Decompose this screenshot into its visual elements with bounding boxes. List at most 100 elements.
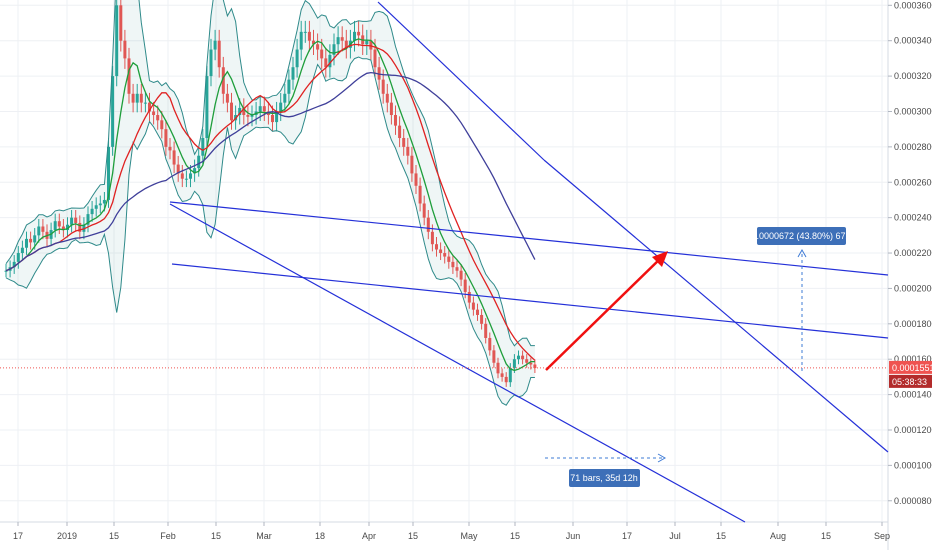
candle-body [98,203,102,206]
time-tick-label: 18 [315,531,325,541]
candle-body [16,253,20,262]
candle-body [213,40,217,50]
time-tick-label: 15 [821,531,831,541]
countdown-label: 05:38:33 [892,377,927,387]
candle-body [230,102,233,121]
candle-body [271,115,274,123]
time-tick-label: Feb [160,531,176,541]
candle-body [242,107,246,116]
candle-body [148,102,151,112]
candle-body [336,37,340,45]
trendline-upper-descending-extension [543,159,889,453]
candle-body [156,115,160,121]
candle-body [463,279,467,292]
candle-body [529,362,533,365]
candle-body [135,93,139,103]
candle-body [435,244,438,250]
candle-body [447,256,451,262]
candle-body [353,31,356,41]
candle-body [184,178,188,180]
candle-body [488,337,492,351]
candle-body [398,125,402,139]
candle-body [33,235,37,243]
time-tick-label: 15 [510,531,520,541]
candle-body [180,173,184,179]
current-price-label: 0.0001551 [892,363,932,373]
candle-body [533,364,537,369]
trendline-upper-channel [169,201,889,276]
ma-green-line [5,38,535,372]
candle-body [217,40,221,68]
bollinger-band-fill [6,0,535,406]
candle-body [4,270,8,272]
time-tick-label: 15 [408,531,418,541]
time-tick-label: Sep [874,531,890,541]
price-range-arrowhead [797,248,807,258]
candle-body [316,44,320,50]
candle-body [61,226,65,231]
time-axis: 17 2019 15 Feb 15 Mar 18 Apr 15 May 15 Jun 17 Jul 15 Au… [13,522,890,541]
candle-body [291,67,295,80]
candle-body [139,93,143,103]
candle-body [389,102,393,116]
candle-body [53,221,57,231]
candle-body [275,111,279,123]
price-range-badge [757,227,846,245]
time-tick-label: 15 [716,531,726,541]
candle-body [279,102,283,112]
candle-body [357,31,361,36]
candle-body [422,203,426,218]
candle-body [176,164,180,174]
candle-body [238,107,242,116]
candle-body [20,247,24,254]
candle-body [37,226,41,236]
candle-body [320,49,324,59]
candle-body [394,115,397,126]
ma-navy-line [5,71,536,272]
candle-body [471,302,475,310]
candle-body [517,355,520,360]
candle-body [111,76,115,147]
candle-body [410,155,414,174]
candle-body [90,208,94,215]
candle-body [328,54,332,68]
candle-body [283,93,287,103]
time-tick-label: Mar [256,531,272,541]
candle-body [86,214,90,225]
date-range-arrowhead [657,453,667,463]
trendline-lower-descending [169,203,746,523]
time-tick-label: 15 [211,531,221,541]
candles [4,0,537,387]
price-tick-label: 0.0000800 [894,496,932,506]
candle-body [521,355,525,360]
candle-body [152,111,156,116]
candle-body [295,49,299,68]
candle-body [484,323,488,338]
countdown-badge [889,374,932,388]
time-tick-label: 17 [13,531,23,541]
time-tick-label: Aug [770,531,786,541]
candle-body [373,49,377,68]
candle-body [246,115,250,117]
candle-body [324,58,328,68]
candle-body [512,359,516,369]
projection-arrow-line [545,254,665,371]
candle-body [504,376,508,383]
candle-body [250,115,254,117]
candle-body [66,224,69,231]
date-range-label: 71 bars, 35d 12h [570,473,638,483]
candle-body [287,79,291,94]
candle-body [115,5,119,77]
candle-body [74,217,78,223]
